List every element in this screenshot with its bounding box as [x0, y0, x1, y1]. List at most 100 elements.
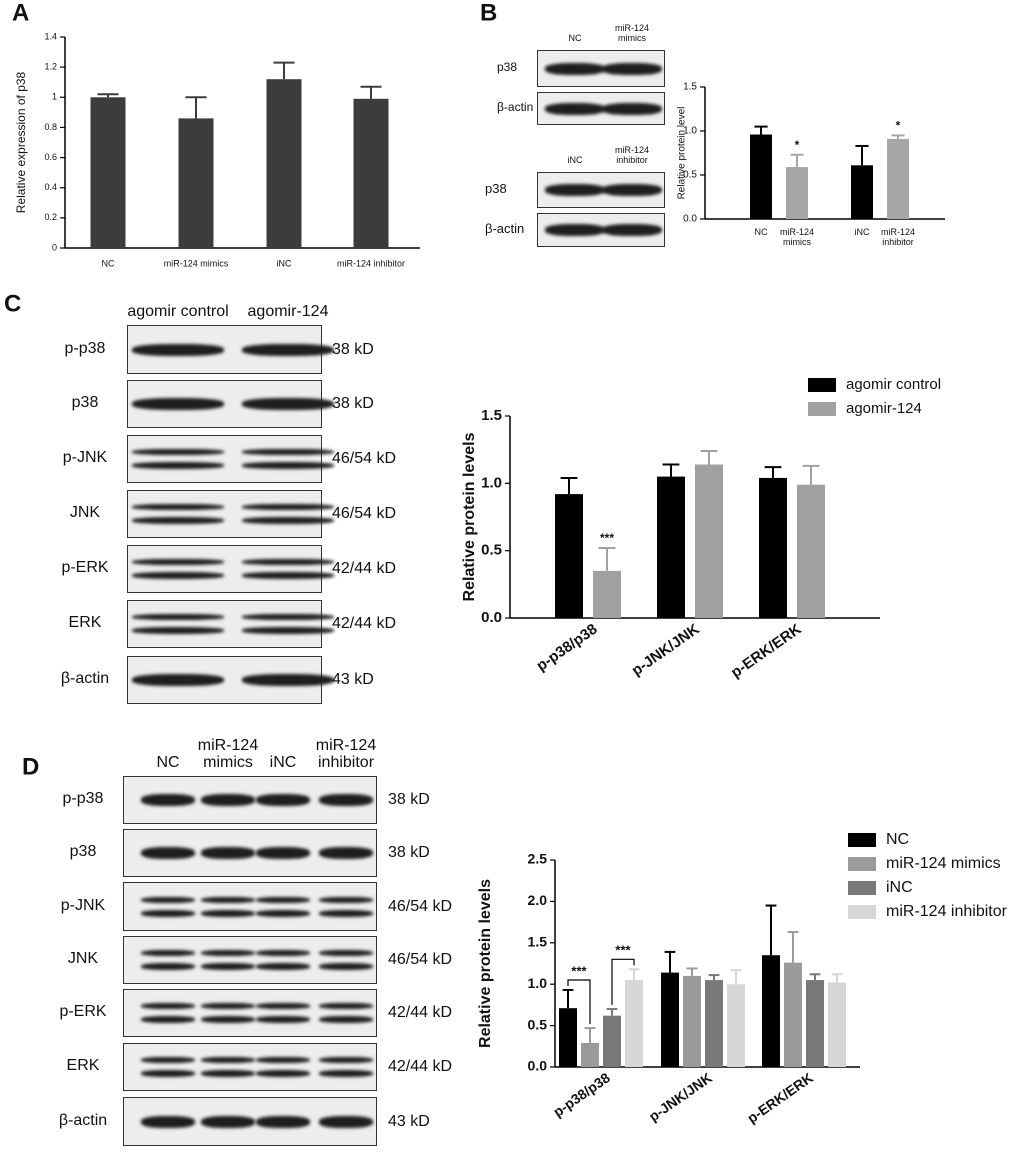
band [132, 449, 224, 455]
row-label: ERK [68, 614, 102, 632]
legend-label: miR-124 mimics [886, 855, 1001, 872]
bar [581, 1042, 599, 1067]
y-tick-label: 1 [52, 92, 57, 102]
band [141, 1057, 195, 1063]
x-tick-label: p-p38/p38 [550, 1069, 613, 1120]
bar [705, 980, 723, 1067]
band [242, 449, 334, 455]
band [132, 517, 224, 524]
band [256, 909, 310, 917]
bar [266, 79, 302, 248]
band [132, 343, 224, 356]
bar [759, 477, 787, 618]
blot-box [123, 882, 377, 931]
band [602, 62, 662, 75]
band [132, 559, 224, 565]
bar [828, 982, 846, 1067]
row-label: p-p38 [62, 790, 104, 808]
row-label: p-JNK [62, 449, 108, 467]
row-label: β-actin [485, 221, 525, 237]
band [201, 847, 255, 859]
lane-label: NC [156, 754, 180, 772]
row-label: p-ERK [61, 559, 109, 577]
band [256, 1057, 310, 1063]
band [256, 950, 310, 956]
legend-swatch [848, 833, 876, 847]
band [141, 896, 195, 903]
row-label: β-actin [60, 670, 110, 688]
panel-letter: C [4, 290, 21, 317]
band [201, 963, 255, 970]
lane-label: iNC [269, 754, 297, 772]
row-label: p38 [485, 181, 507, 197]
row-label: p38 [497, 60, 518, 75]
legend-swatch [848, 857, 876, 871]
bar [625, 980, 643, 1067]
bar [593, 570, 621, 618]
row-label: p-p38 [64, 339, 106, 357]
x-tick-label: NC [754, 227, 768, 237]
band [602, 224, 662, 236]
y-tick-label: 1.2 [44, 62, 57, 72]
band [602, 102, 662, 115]
bar [851, 165, 873, 219]
significance-bracket [567, 979, 591, 1025]
band [201, 1070, 255, 1077]
band [201, 1016, 255, 1023]
panel-letter: D [22, 753, 39, 780]
y-tick-label: 0.0 [481, 609, 502, 626]
significance: *** [615, 943, 631, 958]
y-tick-label: 0.5 [683, 170, 697, 181]
bar [353, 98, 389, 249]
band [242, 398, 334, 410]
bar [178, 118, 214, 248]
size-label: 46/54 kD [388, 897, 453, 915]
significance: *** [600, 531, 614, 545]
row-label: JNK [69, 504, 101, 522]
band [242, 343, 334, 356]
legend-label: iNC [886, 879, 913, 896]
band [256, 1016, 310, 1023]
panel-letter: B [480, 0, 497, 26]
band [256, 1003, 310, 1009]
y-tick-label: 0.5 [528, 1016, 548, 1032]
band [256, 847, 310, 859]
band [201, 1057, 255, 1063]
bar [559, 1008, 577, 1067]
legend-label: miR-124 inhibitor [886, 903, 1008, 920]
blot-box [123, 936, 377, 984]
size-label: 43 kD [332, 671, 374, 688]
band [256, 963, 310, 970]
y-tick-label: 0.5 [481, 542, 502, 559]
row-label: ERK [66, 1057, 100, 1075]
row-label: p-JNK [60, 896, 106, 914]
size-label: 38 kD [388, 844, 430, 861]
band [201, 909, 255, 917]
y-tick-label: 1.0 [683, 126, 697, 137]
row-label: p38 [71, 394, 99, 412]
band [319, 1070, 373, 1077]
bar [661, 972, 679, 1067]
band [141, 1115, 195, 1128]
y-tick-label: 1.0 [528, 975, 548, 991]
y-tick-label: 0.6 [44, 152, 57, 162]
significance: * [795, 138, 800, 152]
band [319, 1003, 373, 1009]
size-label: 42/44 kD [332, 615, 397, 632]
bar [683, 975, 701, 1067]
x-tick-label: p-ERK/ERK [728, 621, 805, 682]
bar [750, 134, 772, 219]
blot-box [123, 989, 377, 1037]
size-label: 42/44 kD [388, 1004, 453, 1021]
lane-label: miR-124 mimics [197, 736, 259, 772]
size-label: 38 kD [332, 395, 374, 412]
bar [806, 980, 824, 1067]
band [201, 1003, 255, 1009]
y-tick-label: 0.4 [44, 182, 57, 192]
blot-box [123, 1043, 377, 1091]
y-tick-label: 0.0 [528, 1058, 548, 1074]
row-label: JNK [67, 950, 99, 968]
band [141, 909, 195, 917]
band [545, 62, 605, 75]
y-tick-label: 1.5 [528, 934, 548, 950]
